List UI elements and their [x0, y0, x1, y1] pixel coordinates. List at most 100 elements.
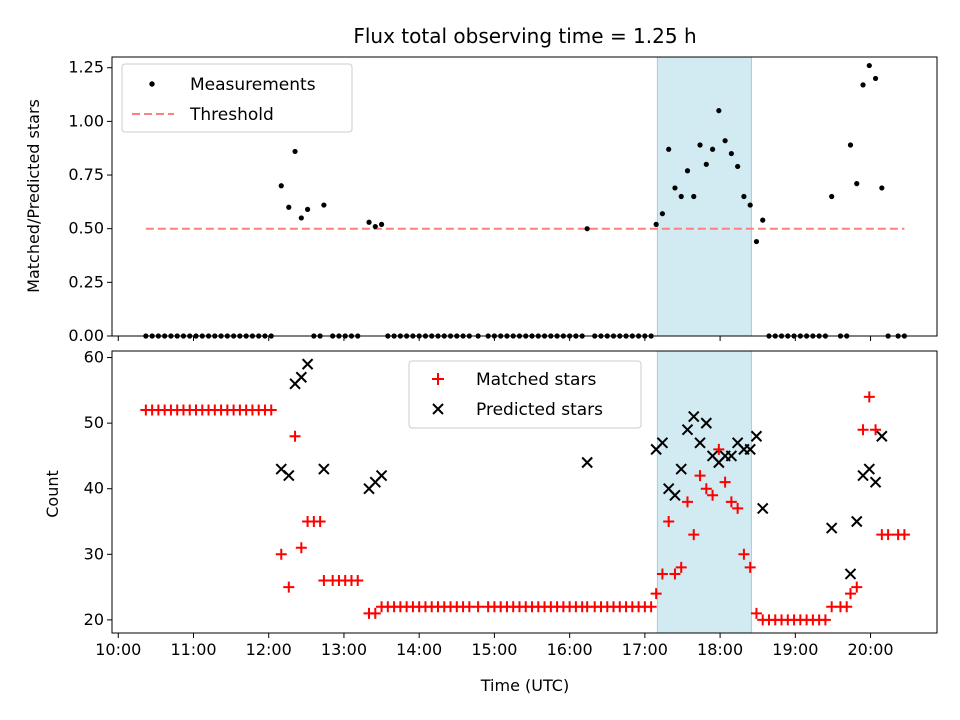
matched-star-point: [738, 548, 750, 560]
matched-star-point: [844, 588, 856, 600]
predicted-star-point: [669, 489, 681, 501]
matched-star-point: [882, 529, 894, 541]
predicted-star-point: [318, 463, 330, 475]
y-tick-label: 30: [84, 544, 104, 563]
matched-star-point: [851, 581, 863, 593]
measurement-point: [703, 161, 709, 167]
y-tick-label: 20: [84, 610, 104, 629]
x-tick-label: 18:00: [697, 640, 743, 659]
measurement-point: [872, 75, 879, 82]
predicted-star-point: [283, 469, 295, 482]
measurement-point: [292, 148, 298, 155]
shaded-span-rect: [656, 56, 752, 337]
measurement-point: [653, 221, 659, 227]
matched-star-point: [841, 601, 853, 613]
x-tick-label: 16:00: [547, 640, 593, 659]
measurement-point: [860, 82, 866, 88]
measurement-point: [366, 219, 372, 225]
measurement-point: [847, 142, 854, 148]
measurement-point: [747, 202, 753, 208]
matched-star-point: [863, 391, 875, 403]
matched-star-point: [870, 424, 882, 436]
top-legend: Measurements Threshold: [121, 63, 353, 133]
matched-star-point: [675, 561, 687, 573]
matched-star-point: [750, 607, 762, 619]
bottom-legend-box: [408, 360, 642, 429]
x-tick-label: 10:00: [95, 640, 141, 659]
top-y-axis-label: Matched/Predicted stars: [24, 99, 43, 293]
bottom-axes: 20 30 40 50 60 10:00 11:00 12:00 13:00 14:00 15:00…: [84, 348, 938, 659]
measurement-point: [722, 138, 728, 144]
legend-predicted-marker: [432, 403, 444, 415]
plot-frame: [111, 56, 938, 337]
predicted-star-point: [700, 417, 713, 429]
predicted-star-point: [688, 410, 700, 423]
top-legend-box: [121, 63, 353, 133]
top-axes: 0.00 0.25 0.50 0.75 1.00 1.25: [68, 56, 938, 345]
predicted-star-point: [869, 476, 882, 488]
measurement-point: [659, 211, 666, 217]
x-tick-label: 13:00: [321, 640, 367, 659]
legend-threshold-label: Threshold: [189, 105, 274, 125]
measurement-point: [753, 238, 760, 245]
legend-measurements-label: Measurements: [190, 75, 316, 95]
x-tick-label: 20:00: [847, 640, 893, 659]
measurement-point: [829, 193, 835, 200]
bottom-panel: 20 30 40 50 60 10:00 11:00 12:00 13:00 14:00 15:00…: [43, 348, 938, 695]
measurement-point: [709, 146, 716, 152]
matched-star-point: [732, 502, 744, 514]
measurement-point: [879, 185, 885, 191]
measurement-point: [672, 185, 678, 191]
bottom-matched-points: [140, 391, 910, 626]
measurement-point: [298, 215, 304, 221]
matched-star-point: [694, 470, 706, 482]
measurement-point: [286, 204, 292, 210]
matched-star-point: [283, 581, 295, 593]
x-tick-label: 19:00: [772, 640, 818, 659]
matched-star-point: [688, 529, 700, 541]
predicted-star-point: [750, 430, 763, 442]
predicted-star-point: [301, 358, 314, 370]
predicted-star-point: [757, 502, 769, 515]
measurement-point: [278, 183, 284, 189]
bottom-predicted-points: [275, 358, 888, 580]
legend-predicted-label: Predicted stars: [476, 400, 603, 420]
measurement-point: [866, 62, 872, 69]
matched-star-point: [707, 489, 719, 501]
y-tick-label: 1.25: [68, 58, 104, 77]
measurement-point: [304, 206, 311, 212]
matched-star-point: [819, 614, 831, 626]
top-shaded-span: [656, 56, 752, 337]
y-tick-label: 0.50: [68, 219, 104, 238]
x-tick-label: 15:00: [471, 640, 517, 659]
y-tick-label: 0.25: [68, 272, 104, 291]
matched-star-point: [645, 601, 657, 613]
x-tick-label: 14:00: [396, 640, 442, 659]
predicted-star-point: [825, 522, 838, 534]
predicted-star-point: [851, 515, 863, 528]
x-tick-label: 17:00: [622, 640, 668, 659]
matched-star-point: [289, 430, 301, 442]
matched-star-point: [663, 516, 675, 528]
predicted-star-point: [681, 423, 694, 436]
legend-measurements-marker: [149, 81, 155, 87]
matched-star-point: [719, 476, 731, 488]
predicted-star-point: [375, 469, 388, 482]
measurement-point: [854, 181, 860, 187]
measurement-point: [372, 223, 378, 230]
measurement-point: [678, 193, 684, 200]
top-panel: 0.00 0.25 0.50 0.75 1.00 1.25 Matched/Predict…: [24, 56, 938, 345]
predicted-star-point: [725, 450, 738, 462]
matched-star-point: [681, 496, 693, 508]
measurement-point: [760, 217, 766, 223]
matched-star-point: [295, 542, 307, 554]
matched-star-point: [725, 496, 737, 508]
predicted-star-point: [876, 430, 888, 442]
predicted-star-point: [295, 371, 308, 383]
predicted-star-point: [675, 463, 687, 475]
legend-matched-label: Matched stars: [476, 370, 596, 390]
x-tick-label: 12:00: [246, 640, 292, 659]
matched-star-point: [352, 575, 364, 587]
measurement-point: [697, 142, 703, 148]
